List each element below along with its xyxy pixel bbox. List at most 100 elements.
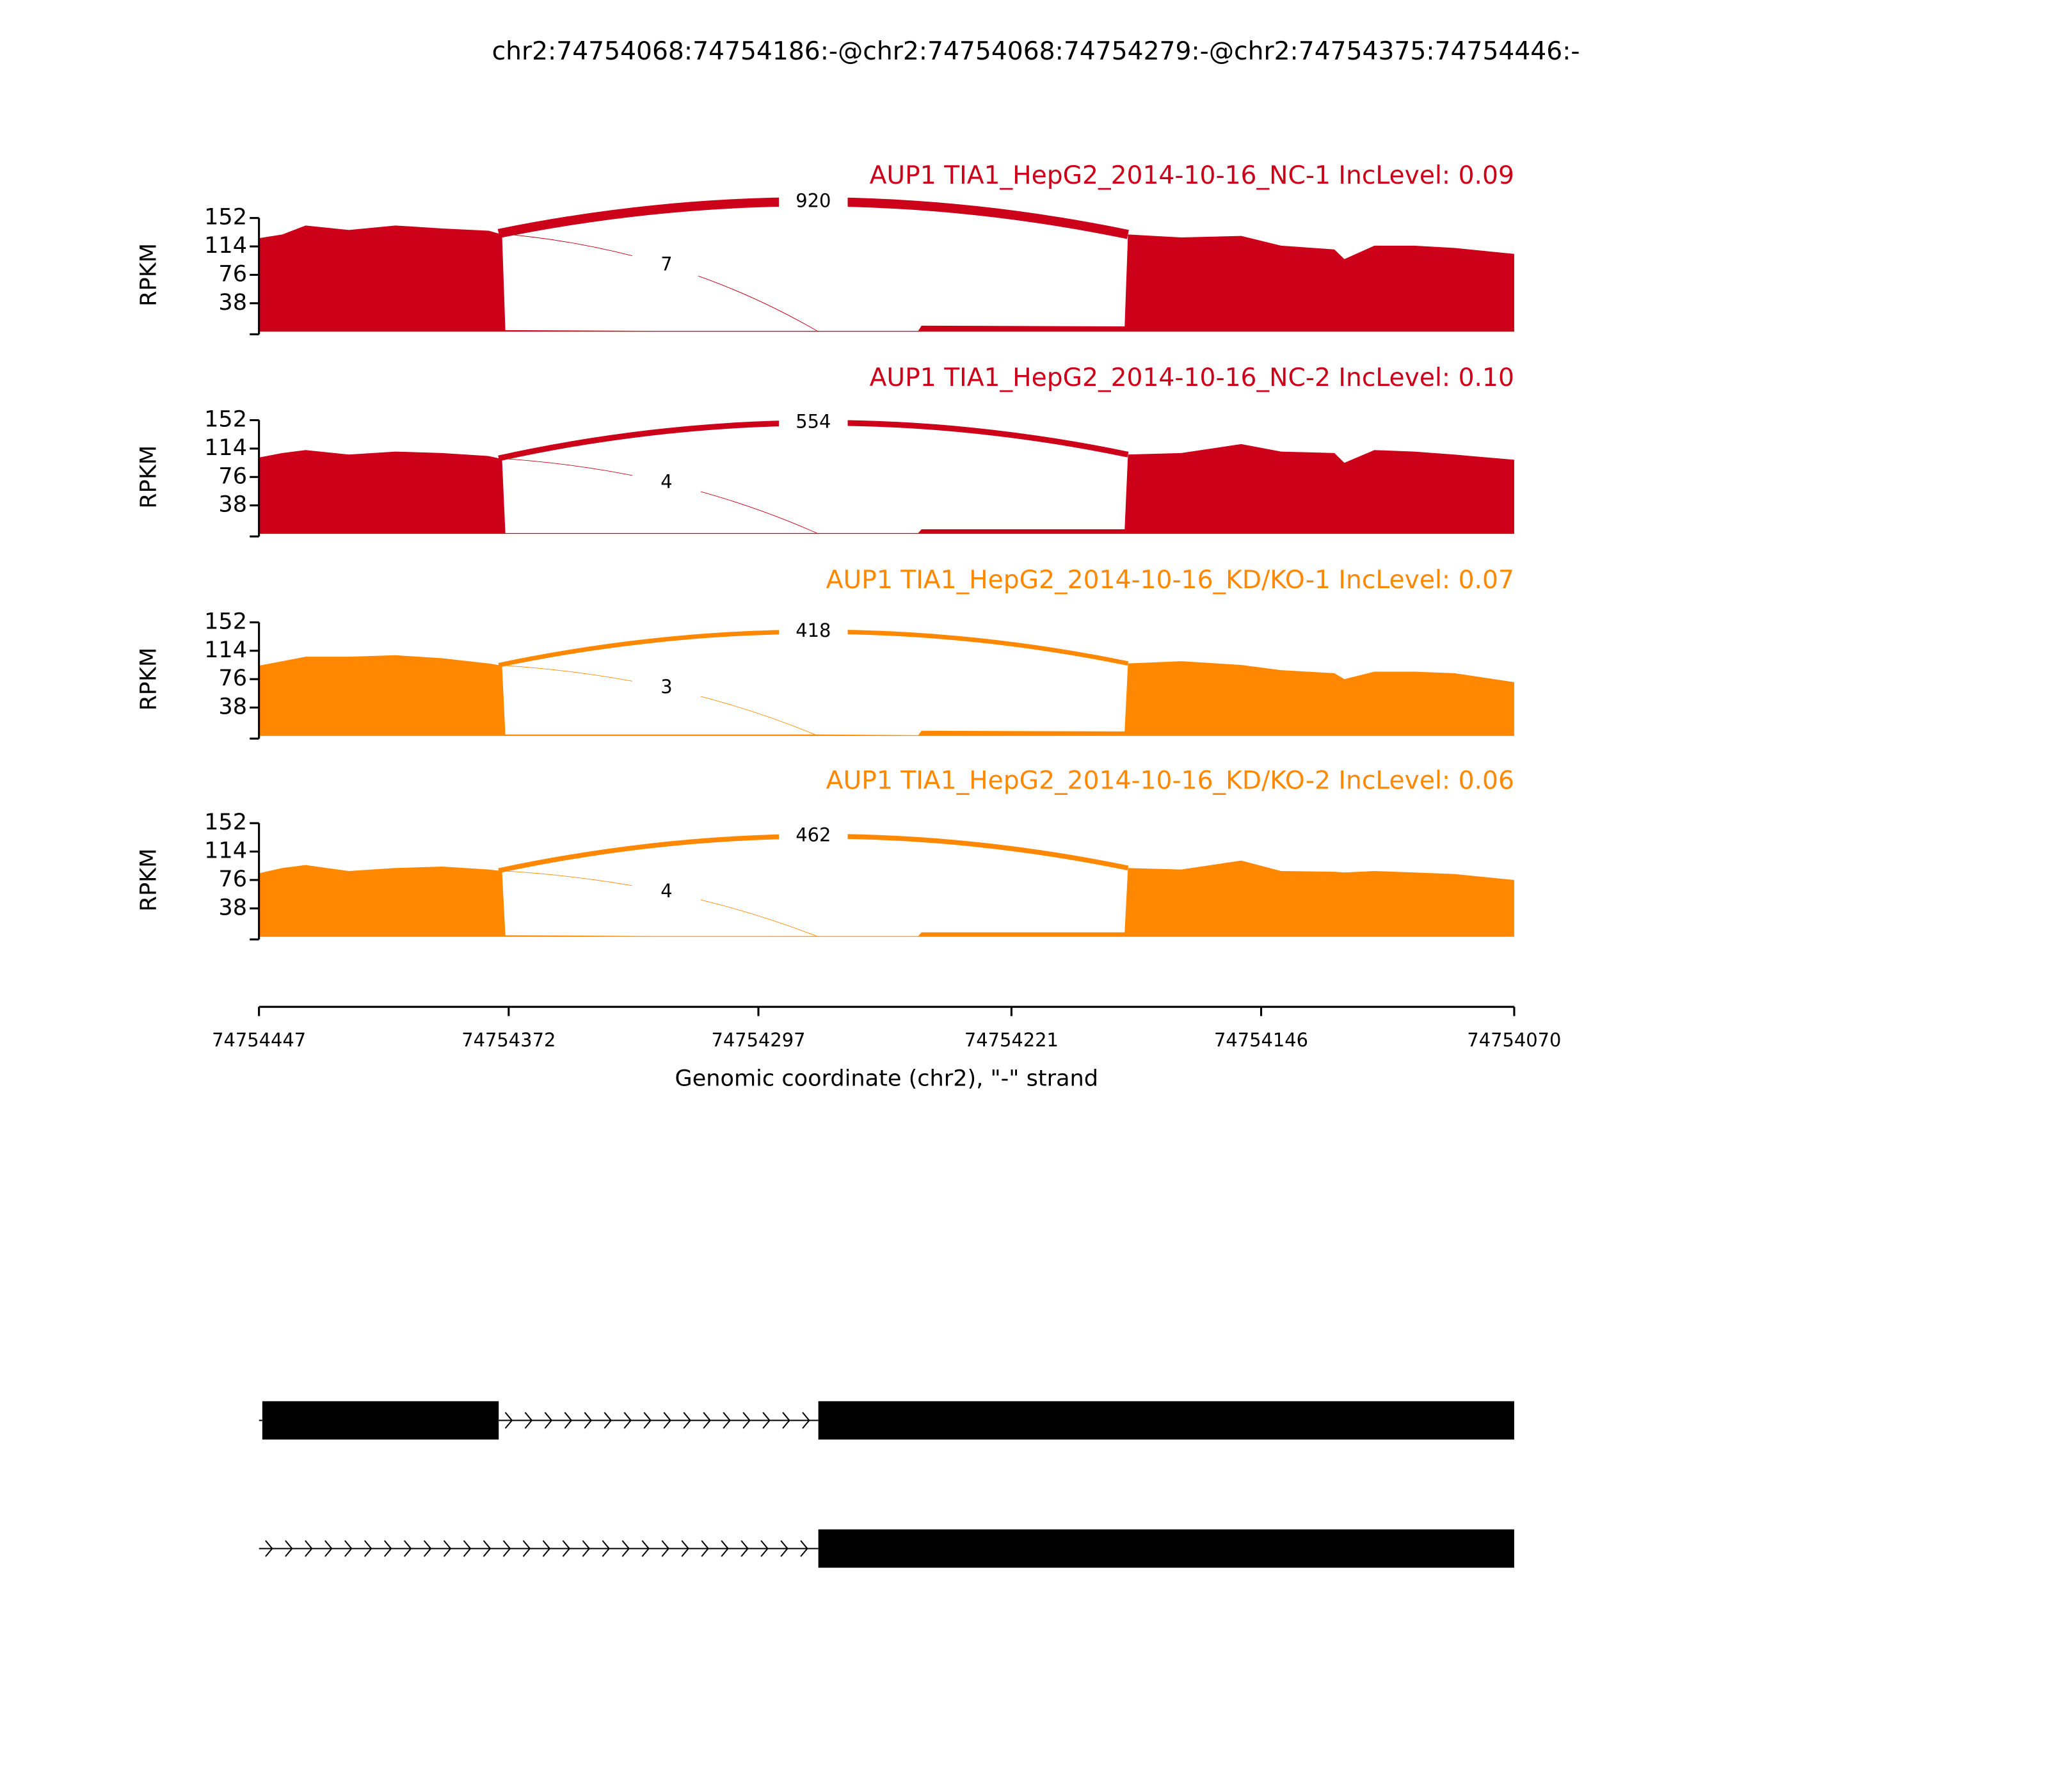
exon — [818, 1401, 1514, 1440]
y-tick-label: 38 — [218, 694, 247, 720]
y-tick-label: 76 — [218, 866, 247, 892]
transcript — [259, 1401, 1514, 1440]
plot-title: chr2:74754068:74754186:-@chr2:74754068:7… — [492, 37, 1580, 66]
y-axis-label: RPKM — [135, 648, 161, 711]
intron-arrow — [703, 1412, 711, 1429]
junction-label: 920 — [796, 189, 831, 211]
junction-arc — [499, 664, 819, 737]
junction-label-group: 4 — [632, 470, 701, 493]
y-tick-label: 38 — [218, 289, 247, 316]
intron-arrow — [681, 1540, 689, 1557]
intron-arrow — [584, 1412, 593, 1429]
junction-label-group: 4 — [632, 880, 701, 903]
intron-arrow — [780, 1540, 788, 1557]
junction-label-group: 920 — [779, 189, 848, 212]
intron-arrow — [403, 1540, 412, 1557]
x-tick-label: 74754447 — [212, 1029, 306, 1051]
intron-arrow — [683, 1412, 691, 1429]
intron-arrow — [762, 1412, 771, 1429]
intron-arrow — [544, 1412, 553, 1429]
intron-arrow — [564, 1412, 573, 1429]
junction-label-group: 554 — [779, 411, 848, 434]
intron-arrow — [383, 1540, 392, 1557]
junction-label-bg — [632, 677, 701, 699]
intron-arrow — [542, 1540, 551, 1557]
junction-arc — [499, 233, 819, 332]
coverage-area — [259, 655, 1514, 736]
intron-arrow — [701, 1540, 709, 1557]
intron-arrow — [305, 1540, 313, 1557]
y-tick-label: 38 — [218, 492, 247, 518]
intron-arrow — [483, 1540, 492, 1557]
junction-label-group: 3 — [632, 676, 701, 699]
junction-label-bg — [632, 255, 701, 276]
junction-label-bg — [779, 191, 848, 212]
transcript — [259, 1529, 1514, 1568]
junction-label-group: 418 — [779, 620, 848, 643]
junction-label-bg — [779, 412, 848, 434]
intron-arrow — [643, 1412, 652, 1429]
intron-arrow — [443, 1540, 452, 1557]
x-tick-label: 74754221 — [964, 1029, 1059, 1051]
junction-label: 462 — [796, 824, 831, 846]
intron-arrow — [265, 1540, 273, 1557]
junction-label-bg — [779, 826, 848, 847]
x-tick-label: 74754070 — [1467, 1029, 1561, 1051]
intron-arrow — [602, 1540, 611, 1557]
junction-label-group: 462 — [779, 824, 848, 847]
y-tick-label: 152 — [204, 608, 247, 634]
junction-label-group: 7 — [632, 253, 701, 276]
junction-label: 554 — [796, 411, 831, 433]
intron-arrow — [740, 1540, 749, 1557]
intron-arrow — [504, 1412, 513, 1429]
intron-arrow — [502, 1540, 511, 1557]
intron-arrow — [641, 1540, 650, 1557]
junction-label: 7 — [660, 253, 672, 275]
y-tick-label: 114 — [204, 435, 247, 461]
y-tick-label: 114 — [204, 838, 247, 864]
y-axis-label: RPKM — [135, 849, 161, 912]
y-tick-label: 114 — [204, 637, 247, 663]
junction-label: 418 — [796, 620, 831, 641]
junction-label-bg — [632, 881, 701, 903]
junction-arc — [499, 870, 819, 938]
intron-arrow — [324, 1540, 333, 1557]
y-tick-label: 114 — [204, 232, 247, 259]
exon — [818, 1529, 1514, 1568]
x-tick-label: 74754372 — [461, 1029, 556, 1051]
y-tick-label: 76 — [218, 665, 247, 691]
coverage-area — [259, 444, 1514, 534]
intron-arrow — [463, 1540, 472, 1557]
intron-arrow — [661, 1540, 669, 1557]
y-tick-label: 152 — [204, 204, 247, 230]
coverage-area — [259, 860, 1514, 937]
panel-title: AUP1 TIA1_HepG2_2014-10-16_NC-1 IncLevel… — [870, 161, 1514, 190]
intron-arrow — [423, 1540, 432, 1557]
panel-title: AUP1 TIA1_HepG2_2014-10-16_NC-2 IncLevel… — [870, 364, 1514, 392]
y-tick-label: 76 — [218, 260, 247, 287]
intron-arrow — [800, 1540, 808, 1557]
junction-label: 3 — [660, 676, 672, 698]
intron-arrow — [621, 1540, 630, 1557]
intron-arrow — [663, 1412, 671, 1429]
intron-arrow — [582, 1540, 591, 1557]
intron-arrow — [723, 1412, 731, 1429]
exon — [262, 1401, 499, 1440]
intron-arrow — [364, 1540, 372, 1557]
y-tick-label: 152 — [204, 406, 247, 433]
y-axis-label: RPKM — [135, 445, 161, 509]
junction-label-bg — [779, 621, 848, 643]
y-tick-label: 76 — [218, 463, 247, 489]
y-axis-label: RPKM — [135, 243, 161, 307]
junction-label-bg — [632, 472, 701, 493]
x-tick-label: 74754146 — [1214, 1029, 1308, 1051]
x-axis-label: Genomic coordinate (chr2), "-" strand — [675, 1066, 1099, 1092]
intron-arrow — [524, 1412, 533, 1429]
intron-arrow — [344, 1540, 353, 1557]
intron-arrow — [760, 1540, 769, 1557]
intron-arrow — [285, 1540, 293, 1557]
y-tick-label: 38 — [218, 894, 247, 920]
y-tick-label: 152 — [204, 809, 247, 835]
coverage-area — [259, 225, 1514, 332]
junction-label: 4 — [660, 880, 672, 902]
